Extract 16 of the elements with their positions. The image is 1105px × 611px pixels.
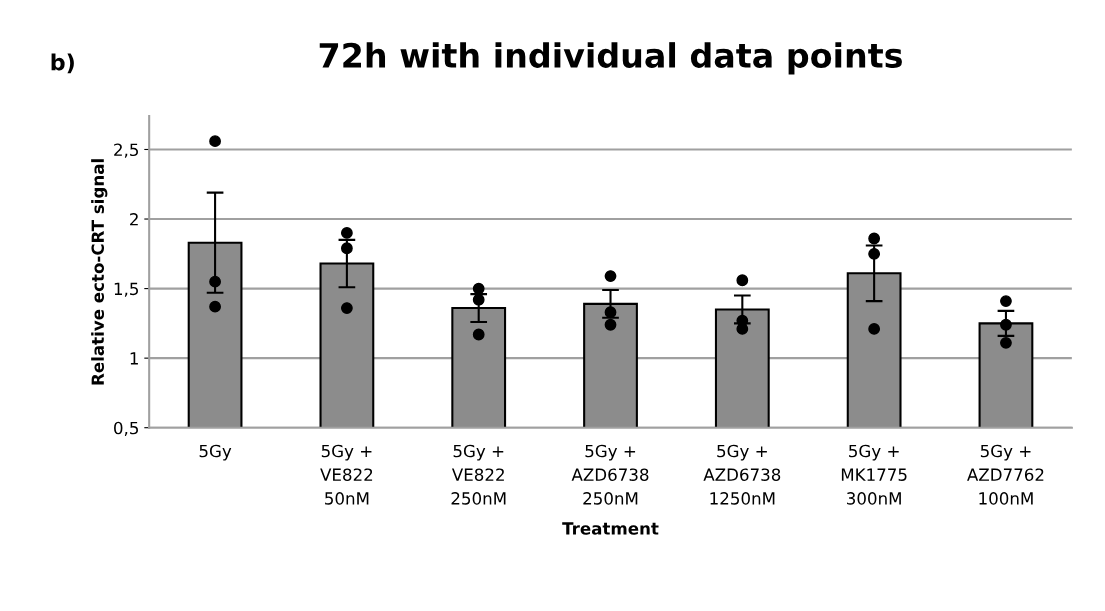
x-tick-label: 5Gy + AZD6738 1250nM <box>703 444 781 505</box>
x-tick-label: 5Gy + VE822 50nM <box>320 444 373 505</box>
x-axis-title: Treatment <box>562 522 659 535</box>
x-tick-label: 5Gy + AZD7762 100nM <box>967 444 1044 505</box>
x-tick-label: 5Gy + AZD6738 250nM <box>571 444 649 505</box>
y-tick-label: 1,5 <box>114 282 138 297</box>
y-tick-label: 2 <box>130 212 138 226</box>
y-axis-title: Relative ecto-CRT signal <box>91 159 108 385</box>
x-tick-label: 5Gy <box>199 444 232 461</box>
text: b) <box>51 53 74 74</box>
x-tick-label: 5Gy + VE822 250nM <box>451 444 506 505</box>
y-tick-label: 1 <box>130 352 138 365</box>
x-tick-label: 5Gy + MK1775 300nM <box>841 444 907 505</box>
chart-title: 72h with individual data points <box>319 42 902 75</box>
y-tick-label: 2,5 <box>114 143 138 158</box>
y-tick-label: 0,5 <box>114 421 138 436</box>
